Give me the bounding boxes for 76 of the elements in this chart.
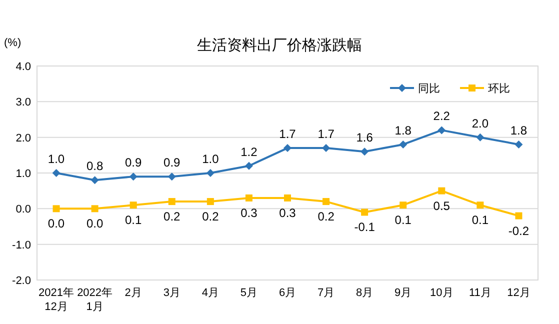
data-label: 0.1 xyxy=(125,213,142,228)
data-label: 0.3 xyxy=(279,206,296,220)
data-label: 0.2 xyxy=(164,210,181,224)
data-label: 1.7 xyxy=(318,127,335,142)
y-tick-label: 3.0 xyxy=(16,96,31,109)
point xyxy=(284,144,292,152)
data-label: 0.1 xyxy=(472,213,489,228)
point xyxy=(399,140,408,148)
data-label: -0.2 xyxy=(508,224,530,238)
x-tick-label: 6月 xyxy=(278,287,296,299)
point xyxy=(52,169,60,177)
point xyxy=(360,148,369,156)
data-label: 0.8 xyxy=(86,159,104,174)
data-label: 0.5 xyxy=(433,198,450,213)
point xyxy=(206,198,214,206)
point xyxy=(129,172,138,181)
y-tick-label: -2.0 xyxy=(12,275,31,287)
data-label: 0.1 xyxy=(394,213,412,228)
point xyxy=(322,144,330,152)
point xyxy=(476,133,484,142)
x-tick-label: 12月 xyxy=(507,287,530,299)
point xyxy=(91,205,98,212)
data-label: -0.1 xyxy=(354,220,376,234)
legend-label: 环比 xyxy=(488,82,510,95)
point xyxy=(361,208,368,216)
x-tick-label: 5月 xyxy=(240,287,258,299)
data-label: 0.0 xyxy=(48,216,65,231)
data-label: 2.0 xyxy=(472,116,489,130)
x-tick-label: 4月 xyxy=(202,287,219,299)
x-tick-label: 11月 xyxy=(468,287,492,299)
point xyxy=(245,194,252,202)
point xyxy=(438,126,446,134)
point xyxy=(206,169,214,177)
x-tick-label: 2021年 12月 xyxy=(38,287,74,313)
data-label: 1.6 xyxy=(356,130,374,145)
point xyxy=(514,140,523,148)
point xyxy=(168,198,176,206)
data-label: 0.2 xyxy=(202,210,220,224)
point xyxy=(168,172,176,181)
point xyxy=(400,202,407,209)
y-tick-label: 2.0 xyxy=(16,132,31,144)
point xyxy=(515,212,522,220)
point xyxy=(244,162,253,170)
chart-title: 生活资料出厂价格涨跌幅 xyxy=(197,37,362,54)
point xyxy=(52,205,60,212)
x-tick-label: 8月 xyxy=(356,287,374,299)
y-tick-label: -1.0 xyxy=(12,239,31,252)
data-label: 1.7 xyxy=(279,127,296,142)
data-label: 0.2 xyxy=(318,210,335,224)
point xyxy=(476,202,484,209)
data-label: 0.9 xyxy=(164,156,181,170)
y-axis-title: (%) xyxy=(4,37,22,49)
y-tick-label: 4.0 xyxy=(16,61,31,73)
data-label: 1.8 xyxy=(510,123,528,138)
data-label: 0.9 xyxy=(125,156,142,170)
data-label: 1.0 xyxy=(202,152,220,166)
data-label: 1.0 xyxy=(48,152,65,166)
legend-label: 同比 xyxy=(418,82,440,95)
y-tick-label: 1.0 xyxy=(16,168,31,180)
x-tick-label: 10月 xyxy=(430,287,454,299)
point xyxy=(438,187,446,194)
x-tick-label: 7月 xyxy=(317,287,335,299)
point xyxy=(90,176,99,184)
y-tick-label: 0.0 xyxy=(16,204,31,216)
data-label: 2.2 xyxy=(433,109,450,124)
point xyxy=(284,194,291,202)
data-label: 1.2 xyxy=(240,144,258,159)
x-tick-label: 2022年 1月 xyxy=(77,287,113,313)
x-tick-label: 2月 xyxy=(124,287,142,299)
data-label: 1.8 xyxy=(394,123,412,138)
x-tick-label: 3月 xyxy=(163,287,180,299)
data-label: 0.3 xyxy=(240,206,258,220)
x-tick-label: 9月 xyxy=(394,287,412,299)
point xyxy=(322,198,330,206)
point xyxy=(130,202,137,209)
data-label: 0.0 xyxy=(86,216,104,231)
